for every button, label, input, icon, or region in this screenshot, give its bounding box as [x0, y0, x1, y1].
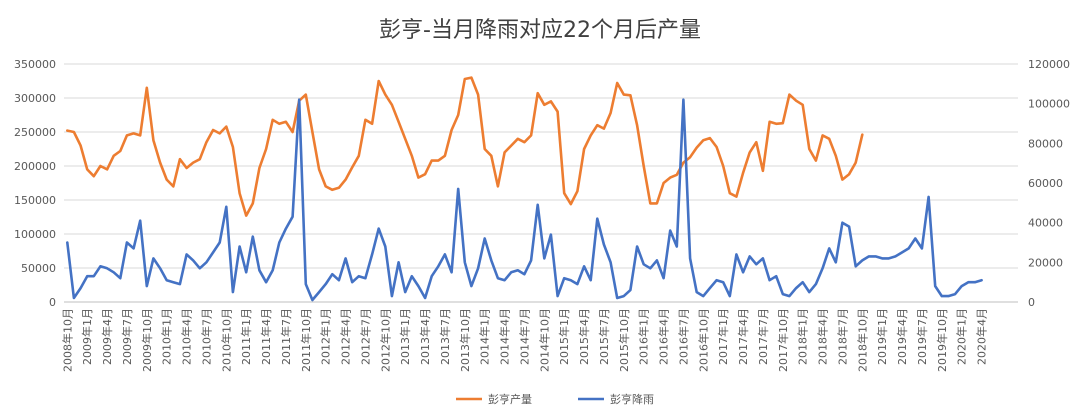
x-tick-label: 2011年4月: [259, 308, 273, 365]
x-tick-label: 2009年4月: [100, 308, 114, 365]
x-tick-label: 2015年4月: [577, 308, 591, 365]
x-tick-label: 2012年10月: [378, 308, 392, 372]
x-tick-label: 2017年10月: [776, 308, 790, 372]
left-y-tick-label: 0: [49, 296, 56, 309]
x-tick-label: 2015年7月: [597, 308, 611, 365]
right-y-axis: 0 20000 40000 60000 80000 100000 120000: [1028, 58, 1070, 309]
right-y-tick-label: 80000: [1028, 137, 1063, 150]
x-tick-label: 2018年4月: [816, 308, 830, 365]
x-tick-label: 2008年10月: [60, 308, 74, 372]
left-y-tick-label: 250000: [14, 126, 56, 139]
x-tick-label: 2020年4月: [975, 308, 989, 365]
x-tick-label: 2018年10月: [855, 308, 869, 372]
x-tick-label: 2013年7月: [438, 308, 452, 365]
x-tick-label: 2014年4月: [498, 308, 512, 365]
series-line-rainfall: [66, 98, 983, 302]
x-tick-label: 2019年1月: [875, 308, 889, 365]
x-tick-label: 2020年1月: [955, 308, 969, 365]
x-tick-label: 2013年10月: [458, 308, 472, 372]
left-y-axis: 0 50000 100000 150000 200000 250000 300000 3500…: [14, 58, 56, 309]
x-tick-label: 2019年7月: [915, 308, 929, 365]
x-tick-label: 2013年4月: [418, 308, 432, 365]
x-tick-label: 2019年10月: [935, 308, 949, 372]
x-tick-label: 2011年10月: [299, 308, 313, 372]
series-line-production: [66, 76, 864, 217]
x-tick-label: 2010年1月: [160, 308, 174, 365]
x-tick-label: 2011年1月: [239, 308, 253, 365]
x-tick-label: 2017年7月: [756, 308, 770, 365]
x-tick-label: 2015年1月: [557, 308, 571, 365]
x-tick-label: 2012年4月: [339, 308, 353, 365]
x-tick-label: 2009年7月: [120, 308, 134, 365]
right-y-tick-label: 60000: [1028, 177, 1063, 190]
x-tick-label: 2009年10月: [140, 308, 154, 372]
x-tick-label: 2017年1月: [716, 308, 730, 365]
legend-item-rainfall: 彭亨降雨: [578, 392, 654, 406]
x-tick-label: 2016年7月: [676, 308, 690, 365]
x-tick-label: 2009年1月: [80, 308, 94, 365]
legend: 彭亨产量 彭亨降雨: [456, 392, 654, 406]
x-axis: 2008年10月 2009年1月 2009年4月 2009年7月 2009年10月 201…: [60, 308, 988, 372]
x-tick-label: 2016年4月: [657, 308, 671, 365]
x-tick-label: 2014年1月: [478, 308, 492, 365]
x-tick-label: 2018年1月: [796, 308, 810, 365]
left-y-tick-label: 50000: [21, 262, 56, 275]
right-y-tick-label: 100000: [1028, 98, 1070, 111]
left-y-tick-label: 200000: [14, 160, 56, 173]
x-tick-label: 2017年4月: [736, 308, 750, 365]
right-y-tick-label: 0: [1028, 296, 1035, 309]
x-tick-label: 2010年10月: [219, 308, 233, 372]
x-tick-label: 2013年1月: [398, 308, 412, 365]
x-tick-label: 2016年10月: [696, 308, 710, 372]
x-tick-label: 2012年7月: [358, 308, 372, 365]
x-tick-label: 2018年7月: [835, 308, 849, 365]
x-tick-label: 2019年4月: [895, 308, 909, 365]
x-tick-label: 2011年7月: [279, 308, 293, 365]
left-y-tick-label: 150000: [14, 194, 56, 207]
x-tick-label: 2010年4月: [180, 308, 194, 365]
left-y-tick-label: 300000: [14, 92, 56, 105]
legend-item-production: 彭亨产量: [456, 392, 532, 406]
chart-title: 彭亨-当月降雨对应22个月后产量: [379, 18, 701, 43]
right-y-tick-label: 20000: [1028, 256, 1063, 269]
right-y-tick-label: 120000: [1028, 58, 1070, 71]
left-y-tick-label: 100000: [14, 228, 56, 241]
series-lines: [66, 76, 983, 302]
x-tick-label: 2014年7月: [517, 308, 531, 365]
x-tick-label: 2015年10月: [617, 308, 631, 372]
legend-label: 彭亨产量: [488, 392, 532, 406]
x-tick-label: 2016年1月: [637, 308, 651, 365]
x-tick-label: 2014年10月: [537, 308, 551, 372]
legend-label: 彭亨降雨: [610, 392, 654, 406]
x-tick-label: 2010年7月: [199, 308, 213, 365]
x-tick-label: 2012年1月: [319, 308, 333, 365]
left-y-tick-label: 350000: [14, 58, 56, 71]
right-y-tick-label: 40000: [1028, 217, 1063, 230]
